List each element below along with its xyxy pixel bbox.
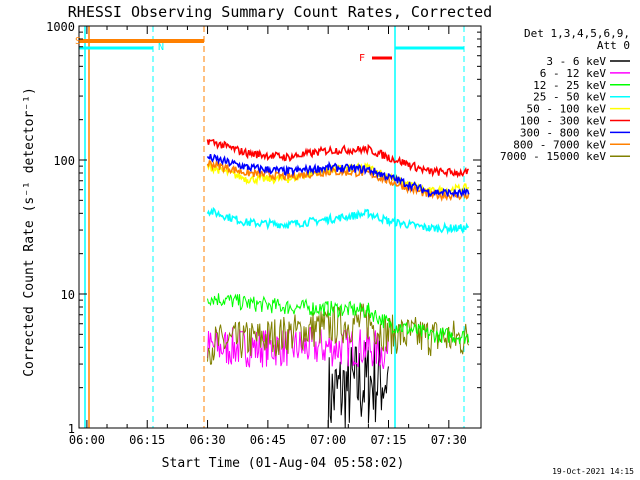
y-tick-label-0: 1 — [68, 422, 75, 436]
x-tick-label-3: 06:45 — [250, 433, 286, 447]
x-tick-label-2: 06:30 — [189, 433, 225, 447]
legend-header-2: Att 0 — [597, 39, 630, 52]
x-tick-label-5: 07:15 — [370, 433, 406, 447]
x-tick-label-4: 07:00 — [310, 433, 346, 447]
legend-label-2: 12 - 25 keV — [533, 79, 606, 92]
flare-label: F — [359, 53, 365, 64]
x-tick-label-0: 06:00 — [69, 433, 105, 447]
series-line-6 — [206, 153, 470, 199]
x-axis-label: Start Time (01-Aug-04 05:58:02) — [162, 456, 405, 471]
chart-title: RHESSI Observing Summary Count Rates, Co… — [68, 3, 492, 21]
legend-label-3: 25 - 50 keV — [533, 91, 606, 104]
y-tick-label-2: 100 — [53, 154, 75, 168]
series-line-5 — [206, 138, 469, 179]
x-tick-label-1: 06:15 — [129, 433, 165, 447]
saa-label: S — [75, 36, 81, 47]
series-line-2 — [207, 293, 470, 345]
legend-label-5: 100 - 300 keV — [520, 115, 606, 128]
series-line-1 — [207, 326, 389, 370]
legend-label-6: 300 - 800 keV — [520, 126, 606, 139]
legend-label-8: 7000 - 15000 keV — [500, 150, 606, 163]
x-tick-label-6: 07:30 — [431, 433, 467, 447]
legend-header-1: Det 1,3,4,5,6,9, — [524, 27, 630, 40]
series-line-8 — [207, 303, 470, 365]
series-line-3 — [206, 206, 470, 236]
y-axis-label: Corrected Count Rate (s⁻¹ detector⁻¹) — [22, 87, 37, 377]
y-tick-label-1: 10 — [61, 288, 75, 302]
y-tick-label-3: 1000 — [46, 20, 75, 34]
legend-label-7: 800 - 7000 keV — [513, 138, 606, 151]
plot-frame — [78, 25, 482, 429]
legend-label-4: 50 - 100 keV — [527, 103, 607, 116]
legend-label-0: 3 - 6 keV — [546, 55, 606, 68]
series-line-0 — [327, 339, 389, 428]
night-label: N — [158, 42, 164, 53]
legend-label-1: 6 - 12 keV — [540, 67, 607, 80]
timestamp: 19-Oct-2021 14:15 — [552, 467, 634, 476]
